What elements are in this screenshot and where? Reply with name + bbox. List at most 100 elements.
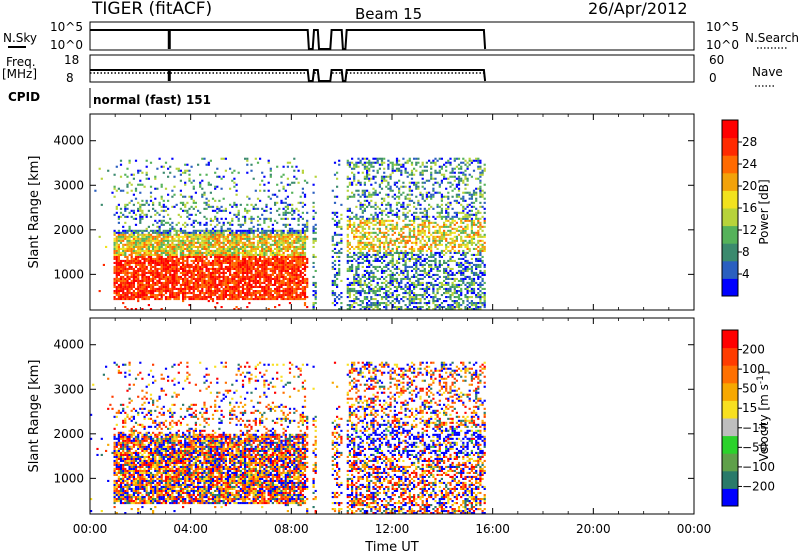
heatmap-cell [113, 229, 116, 232]
heatmap-cell [252, 207, 255, 210]
heatmap-cell [115, 285, 118, 288]
heatmap-cell [274, 275, 277, 278]
heatmap-cell [160, 195, 163, 198]
heatmap-cell [197, 281, 200, 284]
heatmap-cell [385, 227, 388, 230]
heatmap-cell [209, 235, 212, 238]
heatmap-cell [434, 243, 437, 246]
heatmap-cell [404, 259, 407, 262]
heatmap-cell [197, 277, 200, 280]
heatmap-cell [207, 269, 210, 272]
heatmap-cell [244, 207, 247, 210]
heatmap-cell [387, 267, 390, 270]
heatmap-cell [406, 257, 409, 260]
heatmap-cell [235, 245, 238, 248]
heatmap-cell [141, 253, 144, 256]
heatmap-cell [254, 245, 257, 248]
heatmap-cell [164, 259, 168, 262]
heatmap-cell [124, 269, 127, 272]
heatmap-cell [179, 267, 182, 270]
heatmap-cell [387, 261, 390, 264]
heatmap-cell [404, 243, 407, 246]
heatmap-cell [359, 225, 362, 228]
heatmap-cell [211, 243, 215, 246]
heatmap-cell [376, 159, 379, 162]
heatmap-cell [398, 163, 401, 166]
heatmap-cell [406, 235, 409, 238]
heatmap-cell [299, 283, 302, 286]
heatmap-cell [199, 211, 202, 214]
heatmap-cell [199, 292, 202, 295]
heatmap-cell [231, 171, 234, 174]
heatmap-cell [134, 275, 138, 278]
heatmap-cell [389, 207, 392, 210]
heatmap-cell [361, 217, 364, 220]
heatmap-cell [408, 302, 411, 305]
heatmap-cell [301, 231, 304, 234]
heatmap-cell [370, 217, 373, 220]
heatmap-cell [201, 239, 204, 242]
heatmap-cell [134, 189, 138, 192]
heatmap-cell [235, 231, 238, 234]
heatmap-cell [359, 241, 362, 244]
heatmap-cell [237, 255, 240, 258]
heatmap-cell [160, 255, 163, 258]
heatmap-cell [278, 292, 281, 295]
heatmap-cell [415, 217, 418, 220]
heatmap-cell [402, 292, 405, 295]
heatmap-cell [297, 231, 300, 234]
heatmap-cell [250, 241, 253, 244]
heatmap-cell [141, 211, 144, 214]
heatmap-cell [410, 177, 414, 180]
heatmap-cell [164, 243, 168, 246]
heatmap-cell [117, 269, 120, 272]
heatmap-cell [113, 239, 116, 242]
heatmap-cell [278, 304, 281, 307]
heatmap-cell [261, 171, 264, 174]
heatmap-cell [126, 241, 129, 244]
heatmap-cell [156, 269, 159, 272]
heatmap-cell [205, 217, 208, 220]
heatmap-cell [128, 277, 131, 280]
heatmap-cell [220, 279, 223, 282]
heatmap-cell [201, 233, 204, 236]
heatmap-cell [363, 209, 366, 212]
heatmap-cell [419, 229, 422, 232]
heatmap-cell [134, 229, 138, 232]
heatmap-cell [160, 281, 163, 284]
heatmap-cell [413, 183, 416, 186]
heatmap-cell [130, 279, 133, 282]
heatmap-cell [256, 267, 260, 270]
heatmap-cell [162, 283, 165, 286]
heatmap-cell [186, 263, 189, 266]
heatmap-cell [162, 235, 165, 238]
heatmap-cell [126, 292, 129, 295]
heatmap-cell [190, 249, 193, 252]
heatmap-cell [182, 265, 185, 268]
heatmap-cell [119, 239, 123, 242]
heatmap-cell [410, 173, 414, 176]
heatmap-cell [410, 292, 414, 295]
heatmap-cell [117, 296, 120, 299]
heatmap-cell [366, 161, 369, 164]
heatmap-cell [353, 229, 356, 232]
heatmap-cell [117, 265, 120, 268]
heatmap-cell [301, 287, 304, 290]
heatmap-cell [154, 209, 157, 212]
heatmap-cell [218, 298, 221, 301]
heatmap-cell [284, 211, 287, 214]
heatmap-cell [147, 241, 150, 244]
heatmap-cell [419, 207, 422, 210]
heatmap-cell [197, 245, 200, 248]
heatmap-cell [301, 169, 304, 172]
heatmap-cell [177, 257, 180, 260]
heatmap-cell [233, 294, 236, 297]
heatmap-cell [415, 195, 418, 198]
heatmap-cell [229, 203, 232, 206]
heatmap-cell [167, 283, 170, 286]
heatmap-cell [115, 275, 118, 278]
heatmap-cell [122, 251, 125, 254]
heatmap-cell [400, 306, 403, 309]
heatmap-cell [122, 283, 125, 286]
heatmap-cell [280, 229, 283, 232]
